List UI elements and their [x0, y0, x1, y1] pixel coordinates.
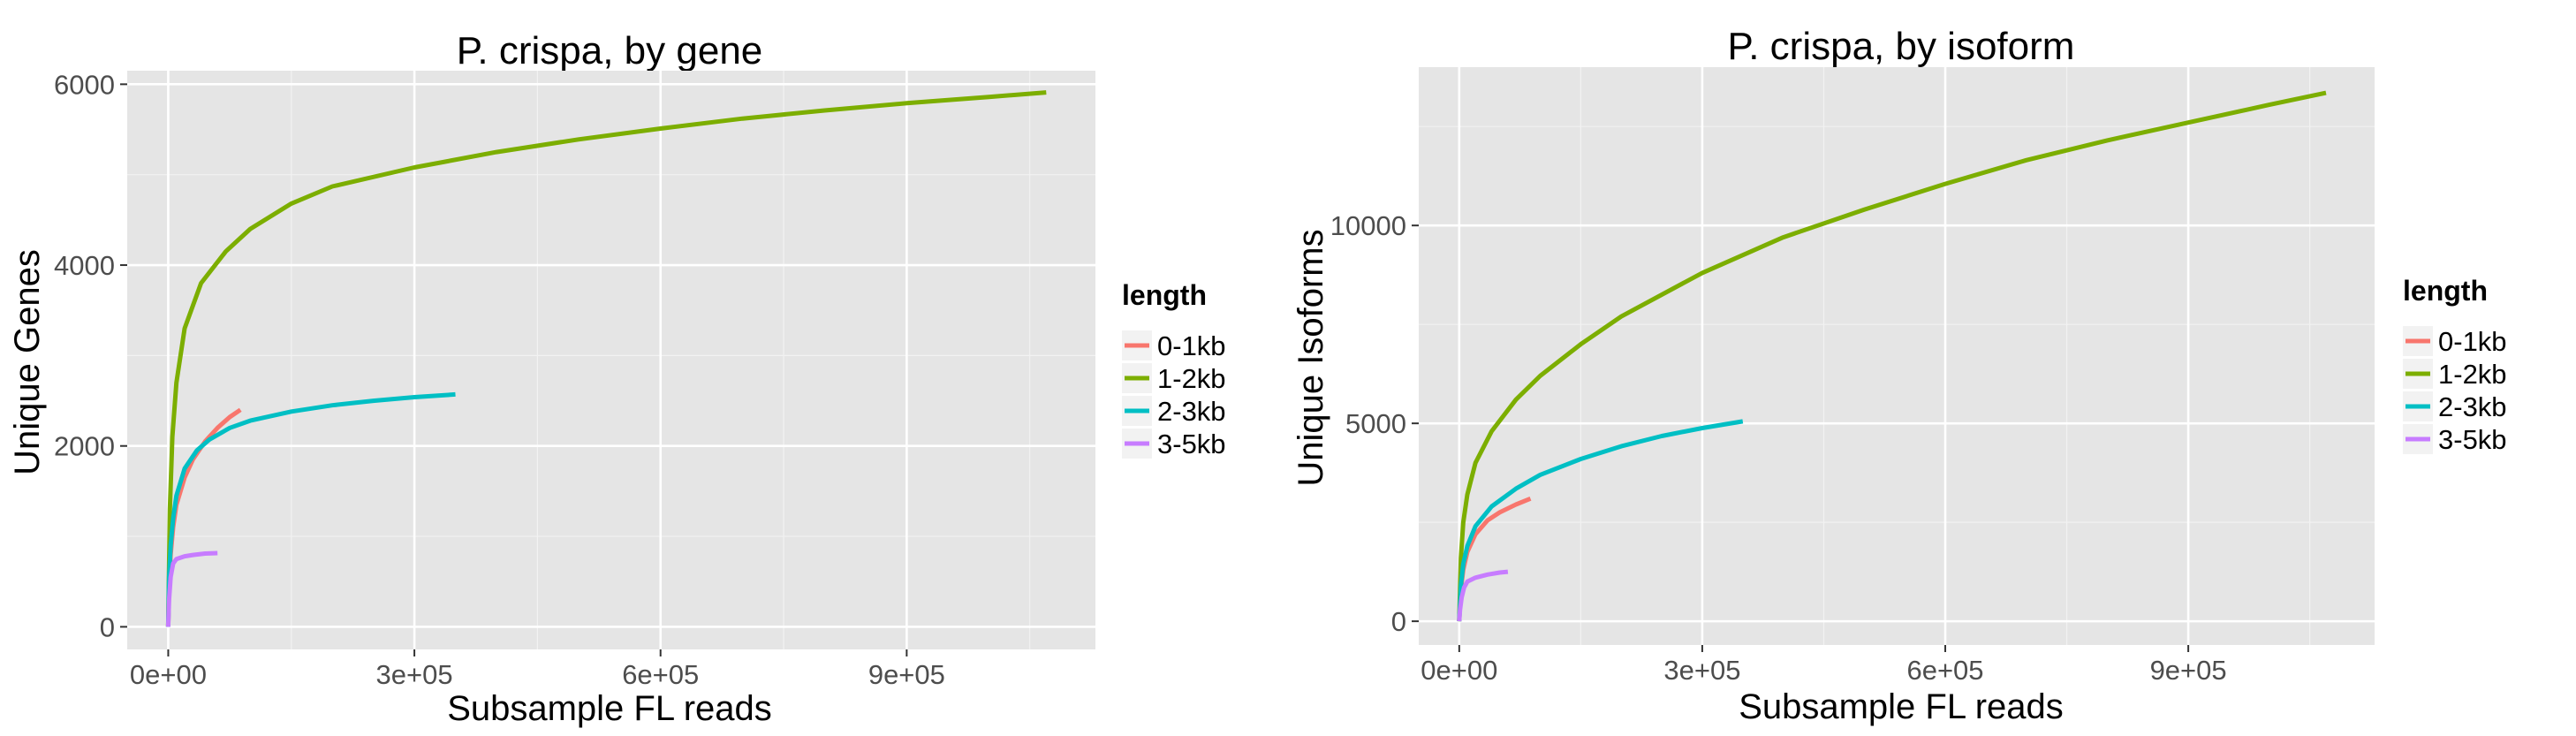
x-axis-title-gene: Subsample FL reads: [447, 689, 772, 728]
legend-label-3-5kb: 3-5kb: [2438, 424, 2507, 455]
x-tick-label: 3e+05: [1663, 655, 1740, 686]
plot-area-isoform: 0e+00 3e+05 6e+05 9e+05 0 5000 10000: [1330, 67, 2375, 686]
y-tick-label: 0: [1391, 606, 1406, 637]
x-tick-label: 9e+05: [868, 659, 945, 690]
chart-title-gene: P. crispa, by gene: [457, 29, 763, 72]
y-tick-label: 0: [100, 611, 115, 642]
y-tick-label: 5000: [1345, 408, 1406, 439]
x-tick-label: 0e+00: [130, 659, 207, 690]
y-tick-label: 2000: [54, 431, 115, 462]
legend-label-3-5kb: 3-5kb: [1157, 429, 1226, 459]
y-tick-label: 10000: [1330, 210, 1406, 241]
series-line-3-5kb: [165, 550, 218, 627]
x-tick-label: 0e+00: [1421, 655, 1497, 686]
legend-label-2-3kb: 2-3kb: [2438, 391, 2507, 422]
x-tick-label: 6e+05: [622, 659, 699, 690]
legend-title-isoform: length: [2403, 275, 2488, 307]
plot-area-gene: 0e+00 3e+05 6e+05 9e+05 0 2000 4000 6000: [54, 69, 1095, 690]
legend-label-0-1kb: 0-1kb: [2438, 326, 2507, 357]
chart-panel-isoform: P. crispa, by isoform Subsample FL reads…: [1292, 25, 2507, 726]
legend-title-gene: length: [1122, 279, 1207, 311]
series-line-2-3kb: [165, 391, 456, 627]
chart-panel-gene: P. crispa, by gene Subsample FL reads Un…: [8, 29, 1226, 728]
series-line-1-2kb: [1457, 90, 2327, 622]
legend-label-0-1kb: 0-1kb: [1157, 330, 1226, 361]
series-line-2-3kb: [1457, 419, 1744, 622]
plot-background: [127, 71, 1095, 649]
legend-label-1-2kb: 1-2kb: [2438, 359, 2507, 390]
y-tick-label: 6000: [54, 69, 115, 100]
series-line-3-5kb: [1457, 569, 1509, 622]
series-line-1-2kb: [165, 90, 1047, 627]
legend-label-2-3kb: 2-3kb: [1157, 396, 1226, 427]
y-axis-title-isoform: Unique Isoforms: [1292, 229, 1330, 486]
x-tick-label: 3e+05: [376, 659, 453, 690]
x-tick-label: 6e+05: [1906, 655, 1983, 686]
x-tick-label: 9e+05: [2150, 655, 2227, 686]
chart-title-isoform: P. crispa, by isoform: [1728, 25, 2075, 68]
x-axis-title-isoform: Subsample FL reads: [1739, 687, 2064, 726]
y-tick-label: 4000: [54, 250, 115, 281]
y-axis-title-gene: Unique Genes: [8, 249, 47, 475]
plot-background: [1419, 67, 2375, 645]
legend-label-1-2kb: 1-2kb: [1157, 363, 1226, 394]
